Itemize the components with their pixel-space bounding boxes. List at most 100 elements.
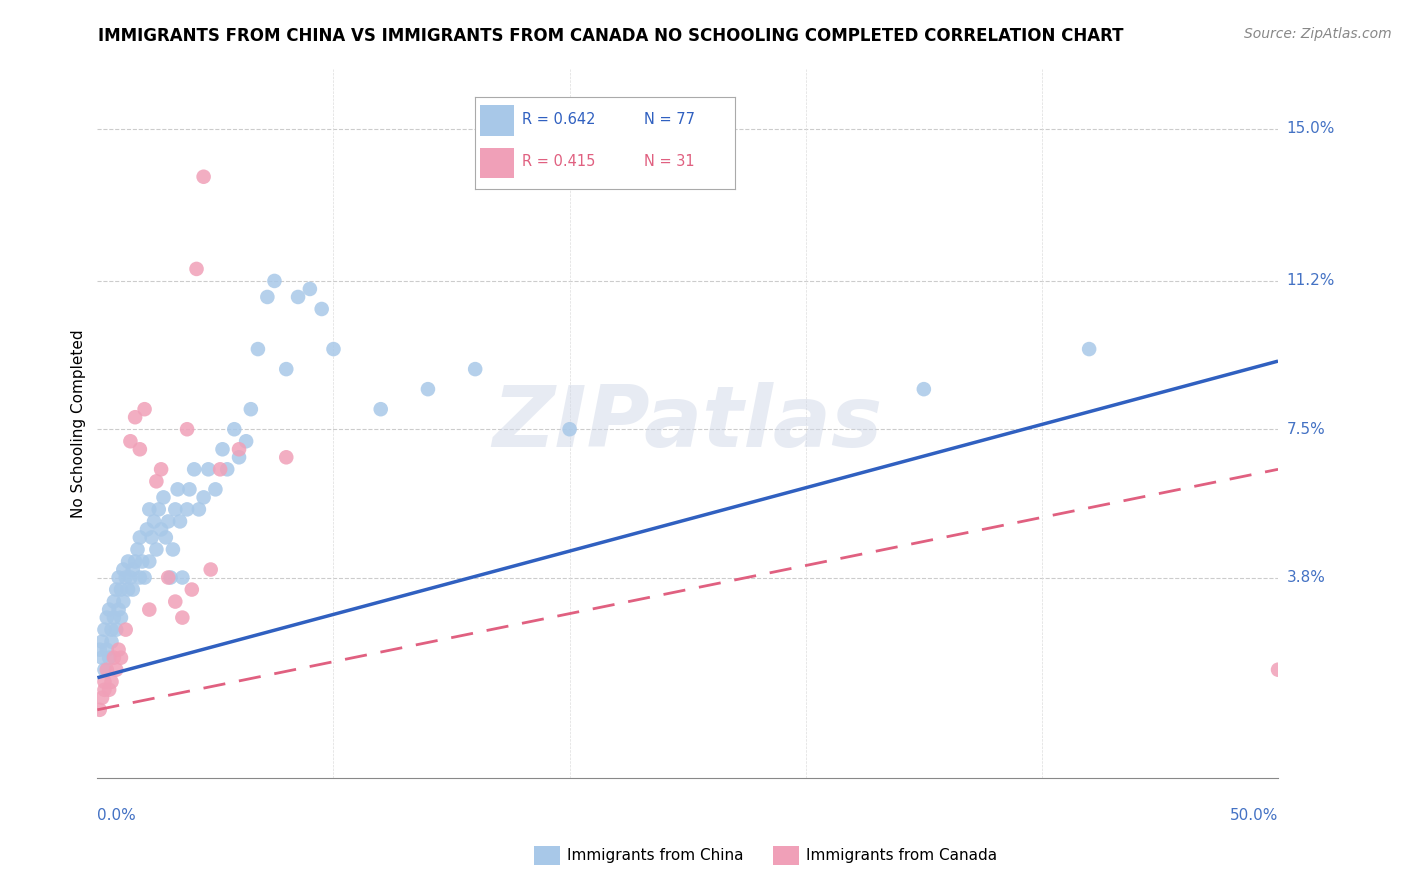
- Point: [114, 570, 136, 584]
- Point: [176, 422, 198, 436]
- Point: [157, 515, 180, 529]
- Point: [186, 261, 208, 276]
- Point: [145, 475, 167, 489]
- Point: [179, 483, 201, 497]
- Point: [141, 531, 163, 545]
- Point: [107, 642, 129, 657]
- Point: [276, 362, 298, 376]
- Text: ZIPatlas: ZIPatlas: [492, 382, 883, 465]
- Point: [157, 570, 180, 584]
- Point: [110, 650, 132, 665]
- Point: [183, 462, 205, 476]
- Point: [89, 642, 111, 657]
- Point: [193, 491, 215, 505]
- Point: [162, 542, 184, 557]
- Point: [1267, 663, 1289, 677]
- Point: [117, 582, 139, 597]
- Point: [114, 623, 136, 637]
- Point: [256, 290, 278, 304]
- Point: [224, 422, 246, 436]
- Point: [103, 594, 125, 608]
- Point: [155, 531, 177, 545]
- Point: [103, 650, 125, 665]
- Point: [298, 282, 321, 296]
- Point: [200, 562, 222, 576]
- Point: [246, 342, 269, 356]
- Point: [93, 674, 115, 689]
- Point: [464, 362, 486, 376]
- Point: [103, 610, 125, 624]
- Point: [96, 642, 118, 657]
- Text: IMMIGRANTS FROM CHINA VS IMMIGRANTS FROM CANADA NO SCHOOLING COMPLETED CORRELATI: IMMIGRANTS FROM CHINA VS IMMIGRANTS FROM…: [98, 27, 1123, 45]
- Point: [166, 483, 188, 497]
- Point: [121, 582, 143, 597]
- Point: [121, 562, 143, 576]
- Point: [136, 523, 159, 537]
- Point: [110, 582, 132, 597]
- Point: [211, 442, 233, 457]
- Point: [107, 570, 129, 584]
- Point: [91, 690, 114, 705]
- Point: [128, 570, 150, 584]
- Point: [134, 402, 156, 417]
- Point: [180, 582, 202, 597]
- Point: [187, 502, 209, 516]
- Text: 11.2%: 11.2%: [1286, 274, 1334, 288]
- Point: [370, 402, 392, 417]
- Point: [235, 434, 257, 449]
- Point: [145, 542, 167, 557]
- Point: [416, 382, 439, 396]
- Point: [98, 602, 121, 616]
- Point: [131, 554, 153, 568]
- Point: [209, 462, 232, 476]
- Point: [105, 623, 128, 637]
- Text: 15.0%: 15.0%: [1286, 121, 1334, 136]
- Point: [204, 483, 226, 497]
- Point: [228, 450, 250, 465]
- Point: [217, 462, 239, 476]
- Point: [112, 594, 135, 608]
- Point: [124, 554, 146, 568]
- Text: 7.5%: 7.5%: [1286, 422, 1324, 437]
- Point: [93, 623, 115, 637]
- Point: [96, 610, 118, 624]
- Point: [159, 570, 181, 584]
- Point: [228, 442, 250, 457]
- Point: [169, 515, 191, 529]
- Point: [138, 502, 160, 516]
- Point: [93, 682, 115, 697]
- Point: [150, 462, 173, 476]
- Point: [100, 634, 122, 648]
- Point: [150, 523, 173, 537]
- Point: [558, 422, 581, 436]
- Point: [98, 650, 121, 665]
- Point: [105, 663, 128, 677]
- Text: Source: ZipAtlas.com: Source: ZipAtlas.com: [1244, 27, 1392, 41]
- Point: [100, 674, 122, 689]
- Point: [165, 594, 187, 608]
- Point: [127, 542, 149, 557]
- Point: [197, 462, 219, 476]
- Text: Immigrants from Canada: Immigrants from Canada: [806, 848, 997, 863]
- Y-axis label: No Schooling Completed: No Schooling Completed: [72, 329, 86, 517]
- Point: [89, 703, 111, 717]
- Point: [96, 663, 118, 677]
- Point: [117, 554, 139, 568]
- Point: [120, 434, 142, 449]
- Point: [172, 610, 194, 624]
- Point: [311, 301, 333, 316]
- Point: [322, 342, 344, 356]
- Point: [134, 570, 156, 584]
- Point: [176, 502, 198, 516]
- Point: [128, 531, 150, 545]
- Point: [107, 602, 129, 616]
- Text: 50.0%: 50.0%: [1230, 808, 1278, 823]
- Point: [1078, 342, 1101, 356]
- Point: [91, 650, 114, 665]
- Text: Immigrants from China: Immigrants from China: [567, 848, 744, 863]
- Point: [138, 602, 160, 616]
- Point: [112, 562, 135, 576]
- Point: [100, 623, 122, 637]
- Text: 3.8%: 3.8%: [1286, 570, 1326, 585]
- Point: [120, 570, 142, 584]
